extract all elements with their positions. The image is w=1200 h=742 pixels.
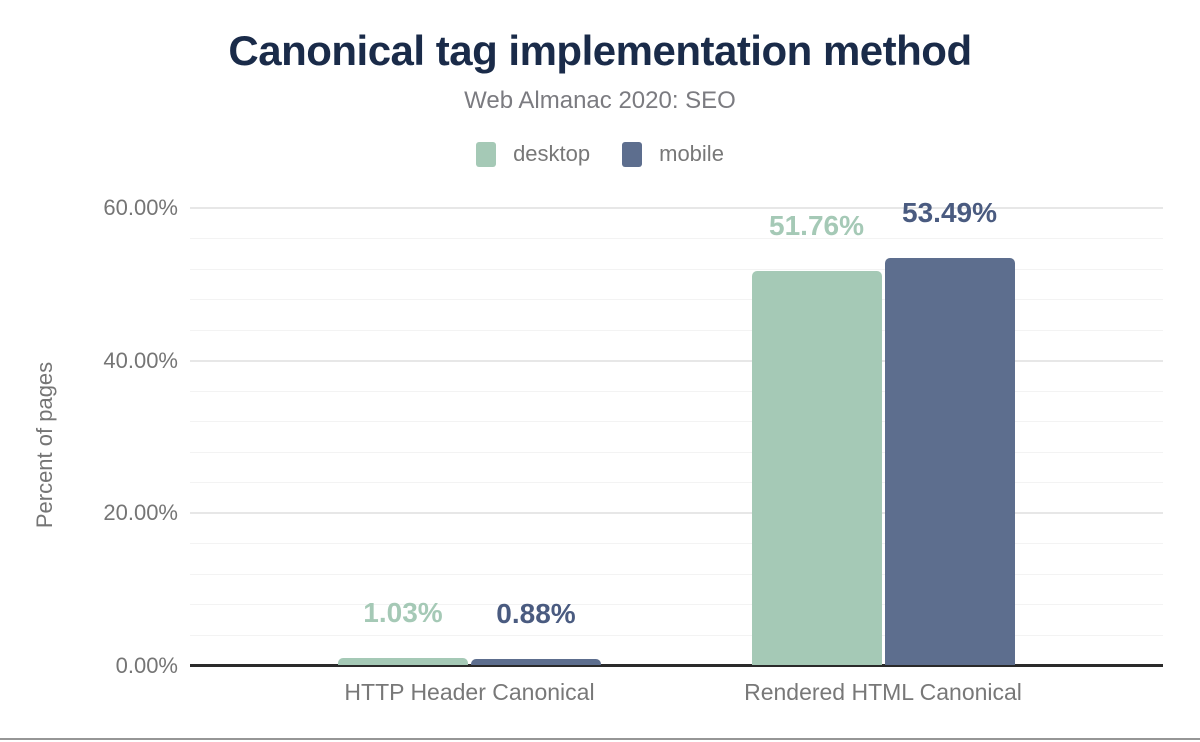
- gridline: [190, 421, 1163, 422]
- gridline: [190, 634, 1163, 636]
- bar-value-label: 53.49%: [902, 196, 997, 228]
- gridline: [190, 543, 1163, 544]
- x-category-label: HTTP Header Canonical: [344, 679, 595, 705]
- y-tick-label: 0.00%: [115, 652, 178, 678]
- gridline: [190, 329, 1163, 331]
- gridline: [190, 512, 1163, 514]
- legend-swatch-mobile: [622, 141, 643, 167]
- x-category-label: Rendered HTML Canonical: [744, 679, 1022, 705]
- gridline: [190, 390, 1163, 392]
- bar-value-label: 1.03%: [363, 596, 443, 628]
- y-axis-title: Percent of pages: [32, 361, 57, 529]
- legend: desktop mobile: [0, 141, 1200, 167]
- gridline: [190, 299, 1163, 300]
- bar-mobile-0[interactable]: [471, 658, 601, 666]
- legend-item-mobile: mobile: [622, 141, 724, 167]
- gridline: [190, 451, 1163, 453]
- chart-subtitle: Web Almanac 2020: SEO: [464, 87, 736, 114]
- gridline: [190, 238, 1163, 239]
- x-axis-line: [190, 664, 1163, 667]
- legend-label-mobile: mobile: [659, 141, 724, 166]
- y-tick-label: 40.00%: [103, 347, 178, 373]
- gridline: [190, 573, 1163, 575]
- y-tick-label: 20.00%: [103, 500, 178, 525]
- bottom-divider: [0, 738, 1200, 740]
- gridline: [190, 482, 1163, 483]
- legend-item-desktop: desktop: [476, 141, 590, 167]
- bar-value-label: 51.76%: [769, 209, 864, 241]
- chart-title: Canonical tag implementation method: [228, 27, 972, 74]
- gridline: [190, 207, 1163, 209]
- gridline: [190, 604, 1163, 605]
- legend-swatch-desktop: [476, 141, 497, 167]
- bar-value-label: 0.88%: [496, 597, 576, 629]
- bar-mobile-1[interactable]: [884, 257, 1015, 666]
- gridline: [190, 268, 1163, 270]
- gridline: [190, 359, 1163, 362]
- legend-label-desktop: desktop: [513, 141, 591, 166]
- bar-desktop-1[interactable]: [751, 270, 882, 666]
- y-tick-label: 60.00%: [103, 195, 178, 220]
- bar-desktop-0[interactable]: [338, 657, 468, 666]
